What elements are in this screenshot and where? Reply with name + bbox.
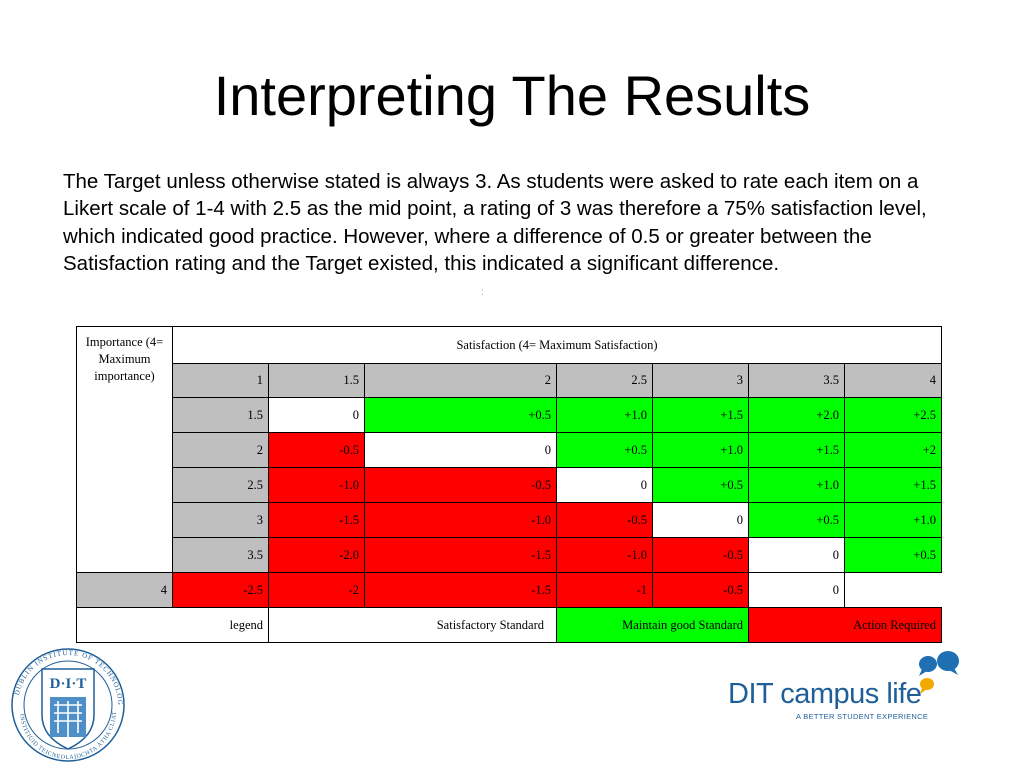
table-cell: +0.5: [364, 397, 557, 433]
column-header: 2: [364, 363, 557, 398]
campus-life-name: DIT campus life: [728, 678, 922, 710]
table-row: 2.5 -1.0 -0.5 0 +0.5 +1.0 +1.5: [77, 467, 943, 503]
row-header: 2.5: [172, 467, 269, 503]
row-header: 2: [172, 432, 269, 468]
table-cell: -2.0: [268, 537, 365, 573]
results-matrix-table: Importance (4= Maximum importance) Satis…: [76, 326, 943, 643]
table-cell: 0: [364, 432, 557, 468]
column-header: 3.5: [748, 363, 845, 398]
row-header: 4: [76, 572, 173, 608]
table-cell: -0.5: [556, 502, 653, 538]
table-cell: -1.0: [364, 502, 557, 538]
row-header: 3: [172, 502, 269, 538]
table-row: 3 -1.5 -1.0 -0.5 0 +0.5 +1.0: [77, 502, 943, 538]
table-cell: -1.0: [268, 467, 365, 503]
column-header: 2.5: [556, 363, 653, 398]
table-cell: +0.5: [556, 432, 653, 468]
table-cell: -1.5: [364, 537, 557, 573]
table-cell: +2.5: [843, 397, 943, 433]
satisfaction-header: Satisfaction (4= Maximum Satisfaction): [171, 326, 943, 364]
table-cell: -0.5: [364, 467, 557, 503]
table-cell: 0: [748, 572, 845, 608]
table-cell: +1.0: [843, 502, 943, 538]
importance-header: Importance (4= Maximum importance): [76, 326, 173, 573]
stray-mark: :: [481, 287, 484, 298]
legend-maintain: Maintain good Standard: [556, 607, 749, 643]
column-header: 1.5: [268, 363, 365, 398]
campus-life-tagline: A BETTER STUDENT EXPERIENCE: [796, 712, 929, 721]
svg-text:D·I·T: D·I·T: [50, 676, 87, 692]
table-cell: +2.0: [748, 397, 845, 433]
table-row: 3.5 -2.0 -1.5 -1.0 -0.5 0 +0.5: [77, 537, 943, 573]
table-row: 1.5 0 +0.5 +1.0 +1.5 +2.0 +2.5: [77, 397, 943, 433]
column-header: 1: [172, 363, 269, 398]
legend-satisfactory: Satisfactory Standard: [268, 607, 557, 643]
table-cell: +2: [843, 432, 943, 468]
table-cell: +1.5: [748, 432, 845, 468]
table-cell: +0.5: [843, 537, 943, 573]
table-cell: +1.0: [652, 432, 749, 468]
table-cell: 0: [748, 537, 845, 573]
table-cell: -0.5: [268, 432, 365, 468]
table-cell: -2: [268, 572, 365, 608]
table-cell: +1.0: [556, 397, 653, 433]
table-cell: -2.5: [172, 572, 269, 608]
table-cell: -1.0: [556, 537, 653, 573]
table-row: 4 -2.5 -2 -1.5 -1 -0.5 0: [76, 572, 942, 608]
legend-label: legend: [76, 607, 269, 643]
row-header: 1.5: [172, 397, 269, 433]
table-cell: -1: [556, 572, 653, 608]
table-cell: 0: [652, 502, 749, 538]
campus-life-logo: DIT campus life A BETTER STUDENT EXPERIE…: [728, 648, 968, 728]
table-cell: -1.5: [268, 502, 365, 538]
table-cell: +1.5: [843, 467, 943, 503]
dit-crest-icon: DUBLIN INSTITUTE OF TECHNOLOGY INSTITIÚI…: [3, 639, 131, 765]
speech-bubbles-icon: [919, 651, 959, 694]
table-cell: 0: [556, 467, 653, 503]
legend-row: legend Satisfactory Standard Maintain go…: [76, 607, 943, 643]
table-row: 2 -0.5 0 +0.5 +1.0 +1.5 +2: [77, 432, 943, 468]
table-cell: -0.5: [652, 572, 749, 608]
slide-body-text: The Target unless otherwise stated is al…: [63, 170, 927, 276]
table-cell: 0: [268, 397, 365, 433]
legend-action: Action Required: [747, 607, 943, 643]
table-cell: -0.5: [652, 537, 749, 573]
table-cell: +1.0: [748, 467, 845, 503]
row-header: 3.5: [172, 537, 269, 573]
table-cell: +1.5: [652, 397, 749, 433]
column-header: 4: [843, 363, 943, 398]
table-cell: -1.5: [364, 572, 557, 608]
table-cell: +0.5: [748, 502, 845, 538]
slide-title: Interpreting The Results: [213, 64, 811, 127]
table-cell: +0.5: [652, 467, 749, 503]
column-header: 3: [652, 363, 749, 398]
